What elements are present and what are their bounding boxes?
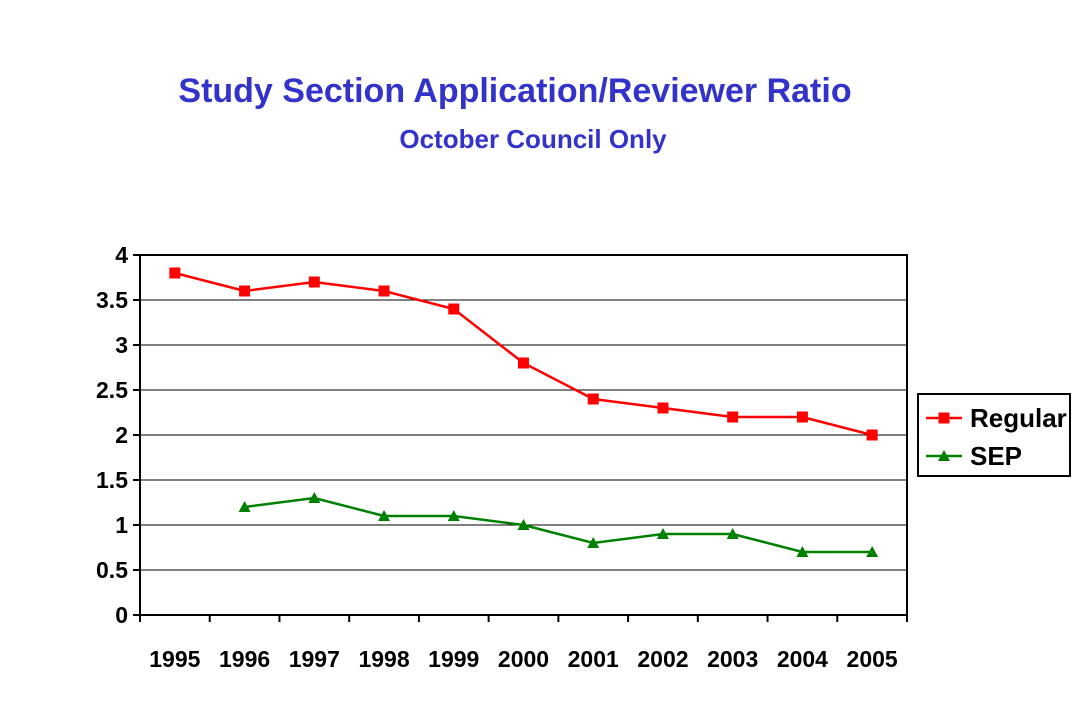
x-tick-label: 2005 (847, 646, 898, 672)
data-point-sep (238, 501, 251, 512)
data-point-regular (866, 429, 878, 441)
x-tick-label: 1996 (219, 646, 270, 672)
y-tick-label: 0 (115, 602, 128, 628)
y-tick-label: 1.5 (96, 467, 128, 493)
data-point-regular (587, 393, 599, 405)
x-tick-label: 2004 (777, 646, 828, 672)
data-point-regular (169, 267, 181, 279)
y-tick-label: 3 (115, 332, 128, 358)
y-tick-label: 2.5 (96, 377, 128, 403)
x-tick-label: 2000 (498, 646, 549, 672)
x-tick-label: 1997 (289, 646, 340, 672)
x-tick-label: 1995 (149, 646, 200, 672)
data-point-regular (796, 411, 808, 423)
data-point-regular (448, 303, 460, 315)
data-point-regular (518, 357, 529, 369)
y-tick-label: 2 (115, 422, 128, 448)
data-point-sep (308, 492, 321, 503)
data-point-regular (727, 411, 739, 423)
chart-title: Study Section Application/Reviewer Ratio (178, 72, 852, 110)
data-point-sep (656, 528, 669, 539)
legend-label-regular: Regular (970, 403, 1067, 433)
x-tick-label: 1999 (428, 646, 479, 672)
data-point-regular (308, 276, 320, 288)
data-point-sep (447, 510, 460, 521)
data-point-regular (378, 285, 390, 297)
series-line-sep (244, 496, 873, 554)
legend-label-sep: SEP (970, 441, 1022, 471)
data-point-sep (517, 519, 530, 530)
y-tick-label: 1 (115, 512, 128, 538)
x-tick-label: 1998 (358, 646, 409, 672)
chart-subtitle: October Council Only (399, 124, 667, 154)
data-point-sep (796, 546, 809, 557)
data-point-sep (378, 510, 391, 521)
legend-marker-sep (938, 450, 950, 461)
legend-box (917, 393, 1071, 477)
x-tick-label: 2003 (707, 646, 758, 672)
y-tick-label: 3.5 (96, 287, 128, 313)
data-point-sep (587, 537, 600, 548)
y-tick-label: 0.5 (96, 557, 128, 583)
x-tick-label: 2001 (568, 646, 619, 672)
y-tick-label: 4 (115, 242, 128, 268)
data-point-sep (726, 528, 739, 539)
legend-marker-regular (938, 412, 950, 424)
data-point-regular (239, 285, 251, 297)
x-tick-label: 2002 (637, 646, 688, 672)
data-point-regular (657, 402, 669, 414)
data-point-sep (866, 546, 879, 557)
